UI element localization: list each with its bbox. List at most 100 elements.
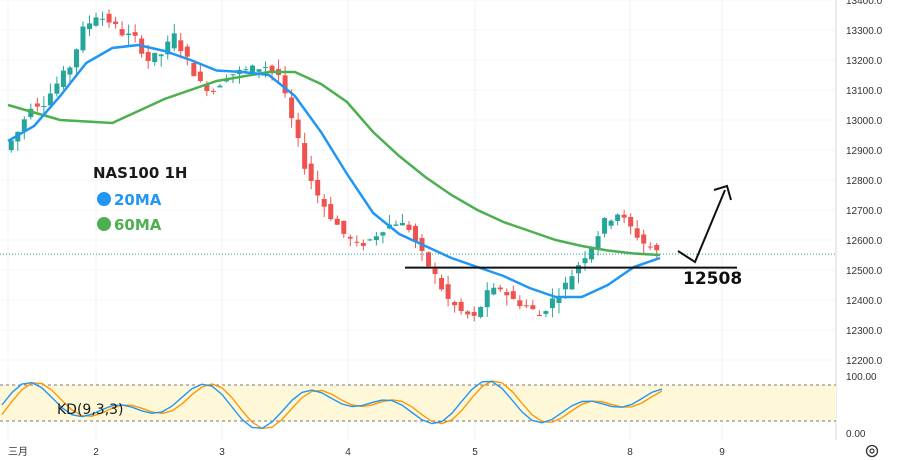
price-pane bbox=[7, 9, 661, 322]
candle-body bbox=[621, 214, 627, 218]
candle-body bbox=[523, 305, 529, 307]
candle-body bbox=[432, 268, 438, 274]
candle-body bbox=[106, 13, 112, 23]
kd-label: KD(9,3,3) bbox=[57, 402, 124, 418]
candle-body bbox=[445, 284, 451, 299]
candle-body bbox=[282, 75, 288, 94]
candle-body bbox=[602, 218, 608, 234]
kd-tick-label: 0.00 bbox=[846, 429, 866, 440]
candle-body bbox=[426, 252, 432, 267]
x-tick-label: 9 bbox=[719, 447, 725, 458]
candle-body bbox=[158, 54, 164, 57]
candle-body bbox=[380, 232, 386, 236]
x-tick-label: 2 bbox=[93, 447, 99, 458]
candle-body bbox=[152, 52, 158, 63]
candle-body bbox=[217, 85, 223, 88]
ma60-legend-label: 60MA bbox=[114, 216, 162, 234]
candle-body bbox=[197, 71, 203, 82]
y-tick-label: 12400.0 bbox=[846, 296, 883, 307]
candle-body bbox=[315, 179, 321, 196]
candle-body bbox=[171, 33, 177, 49]
candle-body bbox=[517, 300, 523, 307]
y-tick-label: 13200.0 bbox=[846, 56, 883, 67]
y-tick-label: 13100.0 bbox=[846, 86, 883, 97]
candle-body bbox=[634, 228, 640, 238]
candle-body bbox=[243, 69, 249, 71]
candle-body bbox=[608, 220, 614, 226]
candle-body bbox=[60, 70, 66, 87]
candle-body bbox=[126, 33, 132, 36]
x-tick-label: 8 bbox=[627, 447, 633, 458]
candle-body bbox=[484, 290, 490, 308]
candle-body bbox=[628, 216, 634, 227]
candle-body bbox=[289, 97, 295, 119]
candle-body bbox=[367, 239, 373, 241]
candle-body bbox=[452, 302, 458, 306]
candle-body bbox=[641, 234, 647, 244]
candle-body bbox=[67, 67, 73, 75]
candle-body bbox=[595, 236, 601, 250]
candle-body bbox=[497, 287, 503, 290]
candle-body bbox=[399, 222, 405, 226]
support-level-label: 12508 bbox=[683, 269, 742, 289]
kd-d-line bbox=[1, 380, 663, 430]
candle-body bbox=[184, 46, 190, 57]
candle-body bbox=[406, 224, 412, 230]
candle-body bbox=[439, 278, 445, 290]
candle-body bbox=[354, 241, 360, 243]
candle-body bbox=[615, 214, 621, 221]
grid bbox=[0, 0, 837, 440]
candle-body bbox=[295, 119, 301, 139]
y-tick-label: 13300.0 bbox=[846, 26, 883, 37]
candle-body bbox=[21, 119, 27, 132]
candle-body bbox=[393, 224, 399, 226]
candle-body bbox=[145, 52, 151, 61]
candle-body bbox=[576, 265, 581, 274]
candle-body bbox=[510, 291, 516, 299]
candle-body bbox=[256, 69, 262, 72]
candle-body bbox=[34, 103, 40, 107]
candle-body bbox=[250, 65, 255, 75]
y-tick-label: 13400.0 bbox=[846, 0, 883, 7]
ma60-line bbox=[7, 70, 661, 257]
candle-body bbox=[47, 93, 53, 106]
candle-body bbox=[87, 23, 92, 30]
y-tick-label: 12900.0 bbox=[846, 146, 883, 157]
candle-body bbox=[119, 29, 125, 36]
kd-band bbox=[0, 385, 836, 421]
candle-body bbox=[302, 143, 308, 169]
candle-body bbox=[41, 106, 47, 108]
candle-body bbox=[263, 67, 269, 69]
kd-tick-label: 100.00 bbox=[846, 372, 877, 383]
ma20-legend-dot bbox=[97, 192, 111, 206]
candle-body bbox=[543, 311, 549, 314]
y-tick-label: 12600.0 bbox=[846, 236, 883, 247]
x-tick-label: 3 bbox=[219, 447, 225, 458]
candle-body bbox=[269, 65, 275, 72]
candle-body bbox=[210, 90, 216, 92]
candle-body bbox=[100, 18, 106, 20]
candle-body bbox=[73, 49, 79, 68]
candle-body bbox=[413, 225, 418, 242]
candle-body bbox=[569, 276, 575, 290]
candle-body bbox=[530, 305, 536, 310]
candle-body bbox=[132, 32, 138, 36]
candle-body bbox=[334, 218, 340, 225]
y-tick-label: 13000.0 bbox=[846, 116, 883, 127]
candle-body bbox=[360, 243, 366, 246]
candle-body bbox=[165, 41, 171, 55]
gear-icon[interactable] bbox=[865, 444, 879, 458]
candle-body bbox=[504, 292, 510, 296]
candle-body bbox=[54, 83, 60, 94]
overlay bbox=[0, 184, 836, 269]
candle-body bbox=[536, 314, 542, 316]
kd-k-line bbox=[1, 380, 663, 430]
candle-body bbox=[8, 140, 14, 151]
candle-body bbox=[321, 199, 327, 207]
chart-title: NAS100 1H bbox=[93, 164, 188, 182]
y-tick-label: 12500.0 bbox=[846, 266, 883, 277]
candle-body bbox=[178, 40, 184, 52]
candle-body bbox=[347, 236, 353, 239]
ma60-legend-dot bbox=[97, 217, 111, 231]
candle-body bbox=[471, 312, 477, 316]
